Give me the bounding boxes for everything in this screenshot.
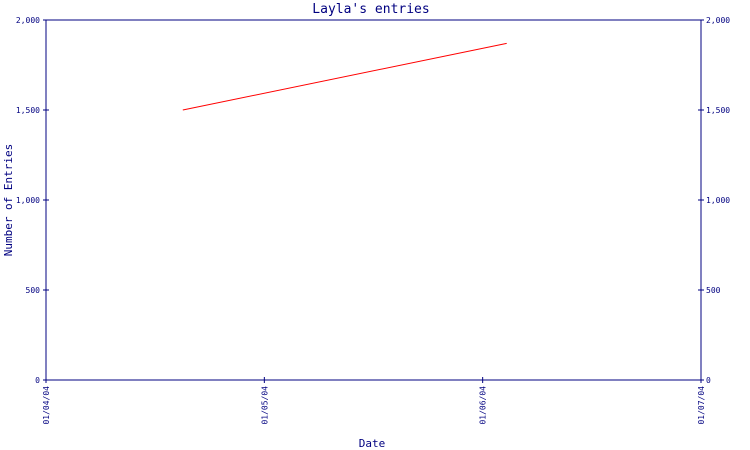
y-right-tick-label: 2,000 <box>706 16 730 25</box>
y-tick-label: 500 <box>26 286 41 295</box>
y-tick-label: 1,500 <box>16 106 40 115</box>
x-tick-label: 01/05/04 <box>260 386 269 425</box>
y-axis-right: 0 500 1,000 1,500 2,000 <box>698 16 730 385</box>
x-tick-label: 01/06/04 <box>479 386 488 425</box>
x-axis-label: Date <box>359 437 386 450</box>
y-right-tick-label: 500 <box>706 286 721 295</box>
series-line <box>182 42 507 111</box>
y-axis-left: 0 500 1,000 1,500 2,000 <box>16 16 49 385</box>
series-layer <box>182 42 507 111</box>
x-tick-label: 01/04/04 <box>42 386 51 425</box>
y-tick-label: 1,000 <box>16 196 40 205</box>
chart-title: Layla's entries <box>312 2 429 17</box>
y-right-tick-label: 1,500 <box>706 106 730 115</box>
x-tick-label: 01/07/04 <box>697 386 706 425</box>
y-right-tick-label: 0 <box>706 376 711 385</box>
plot-area <box>45 19 702 381</box>
y-right-tick-label: 1,000 <box>706 196 730 205</box>
x-axis: 01/04/04 01/05/04 01/06/04 01/07/04 <box>42 377 706 425</box>
y-axis-label: Number of Entries <box>2 144 15 257</box>
y-tick-label: 0 <box>35 376 40 385</box>
y-tick-label: 2,000 <box>16 16 40 25</box>
